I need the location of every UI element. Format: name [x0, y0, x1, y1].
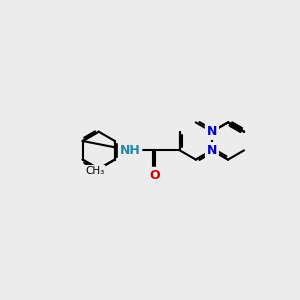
Text: NH: NH [120, 144, 140, 157]
Text: N: N [207, 125, 217, 138]
Text: O: O [150, 169, 160, 182]
Text: N: N [207, 144, 217, 157]
Text: CH₃: CH₃ [85, 166, 104, 176]
